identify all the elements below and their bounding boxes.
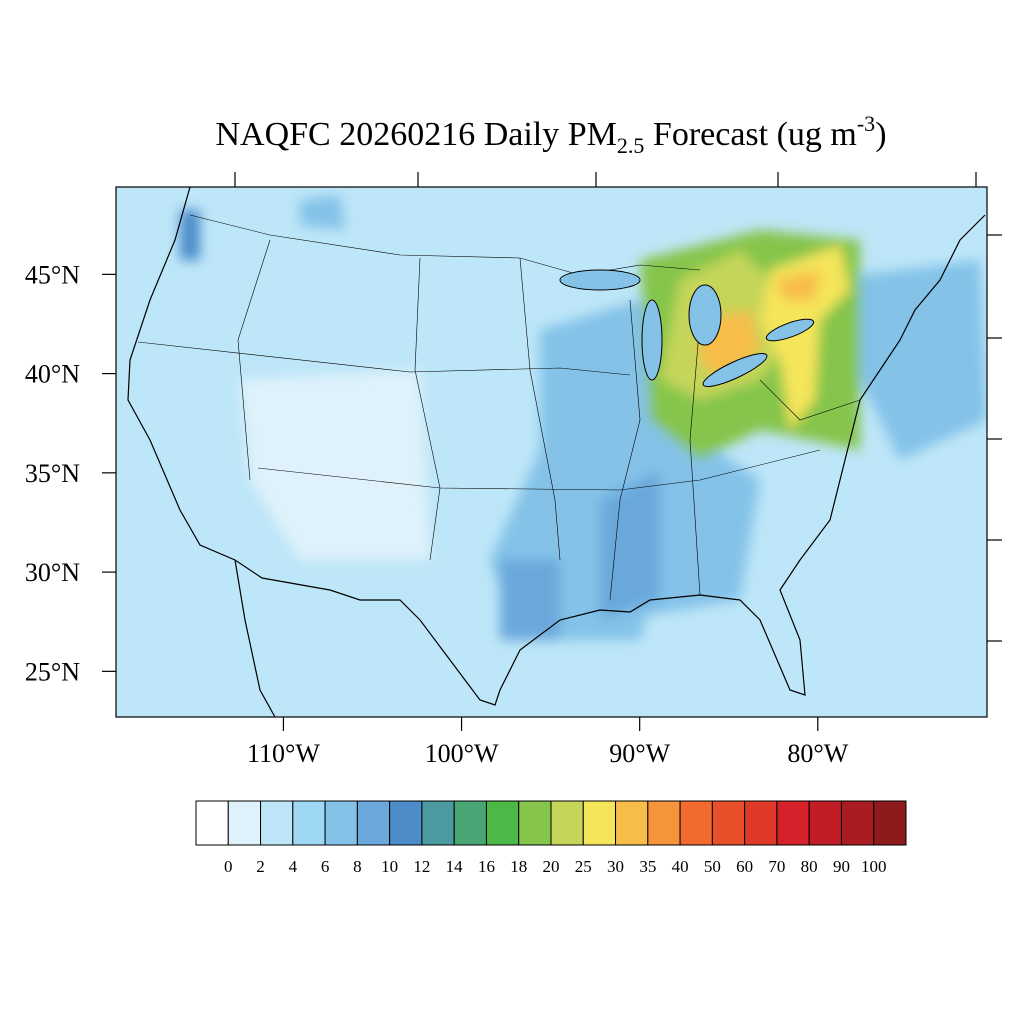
colorbar-label: 35 [639,857,656,876]
colorbar-box [356,800,391,846]
colorbar-label: 4 [289,857,298,876]
colorbar-label: 100 [861,857,887,876]
y-tick-label: 30°N [25,558,80,587]
colorbar-label: 6 [321,857,330,876]
colorbar-box [292,800,326,846]
colorbar-box [582,800,617,846]
colorbar-label: 8 [353,857,362,876]
colorbar-box [873,800,907,846]
colorbar-label: 10 [381,857,398,876]
x-tick-label: 90°W [609,739,670,768]
map-frame [115,186,988,718]
colorbar-label: 90 [833,857,850,876]
colorbar-box [421,800,455,846]
title: NAQFC 20260216 Daily PM2.5 Forecast (ug … [215,111,886,158]
y-tick-label: 40°N [25,360,80,389]
colorbar-box [389,800,423,846]
title-main: NAQFC 20260216 Daily PM [215,116,616,153]
map-field [116,187,987,717]
x-tick-label: 110°W [247,739,320,768]
title-rest: Forecast (ug m [644,116,856,153]
colorbar-label: 40 [672,857,689,876]
colorbar-box [647,800,681,846]
colorbar-label: 2 [256,857,265,876]
frame-ticks [234,172,1002,642]
colorbar-box [485,800,520,846]
title-end: ) [875,116,886,153]
title-superscript: -3 [857,111,875,136]
colorbar-label: 25 [575,857,592,876]
y-tick-label: 35°N [25,459,80,488]
colorbar-box [227,800,262,846]
colorbar-box [840,800,875,846]
colorbar-label: 18 [510,857,527,876]
y-tick-label: 25°N [25,657,80,686]
colorbar-box [453,800,487,846]
colorbar-label: 0 [224,857,233,876]
colorbar-box [260,800,294,846]
y-tick-label: 45°N [25,260,80,289]
colorbar-label: 80 [801,857,818,876]
colorbar-label: 16 [478,857,495,876]
colorbar-box [195,800,229,846]
colorbar-box [518,800,552,846]
colorbar-label: 30 [607,857,624,876]
title-subscript: 2.5 [617,133,645,158]
colorbar-label: 60 [736,857,753,876]
colorbar-box [711,800,746,846]
colorbar-box [324,800,358,846]
colorbar-box [808,800,842,846]
colorbar-box [776,800,810,846]
colorbar-box [615,800,649,846]
colorbar-label: 70 [768,857,785,876]
colorbar-box [550,800,584,846]
colorbar-label: 20 [543,857,560,876]
x-tick-label: 80°W [787,739,848,768]
colorbar-box [744,800,778,846]
x-tick-label: 100°W [425,739,499,768]
colorbar-label: 14 [446,857,464,876]
colorbar-label: 50 [704,857,721,876]
colorbar-box [679,800,713,846]
colorbar-label: 12 [413,857,430,876]
